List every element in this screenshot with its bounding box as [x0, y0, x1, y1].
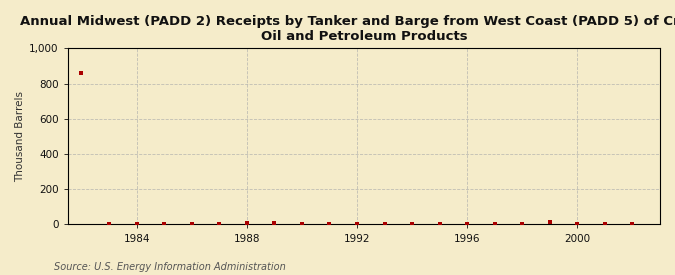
Title: Annual Midwest (PADD 2) Receipts by Tanker and Barge from West Coast (PADD 5) of: Annual Midwest (PADD 2) Receipts by Tank… [20, 15, 675, 43]
Point [49, 222, 59, 227]
Point [269, 221, 279, 225]
Y-axis label: Thousand Barrels: Thousand Barrels [15, 91, 25, 182]
Point [159, 222, 169, 227]
Point [214, 222, 225, 227]
Point [572, 222, 583, 227]
Point [186, 222, 197, 227]
Point [379, 222, 390, 227]
Point [104, 222, 115, 227]
Point [406, 222, 417, 227]
Point [517, 222, 528, 227]
Point [242, 221, 252, 226]
Point [434, 222, 445, 227]
Point [324, 222, 335, 227]
Text: Source: U.S. Energy Information Administration: Source: U.S. Energy Information Administ… [54, 262, 286, 272]
Point [627, 222, 638, 227]
Point [352, 222, 362, 227]
Point [599, 222, 610, 227]
Point [489, 222, 500, 227]
Point [296, 222, 307, 227]
Point [545, 220, 556, 224]
Point [462, 222, 472, 227]
Point [131, 222, 142, 227]
Point [76, 71, 87, 76]
